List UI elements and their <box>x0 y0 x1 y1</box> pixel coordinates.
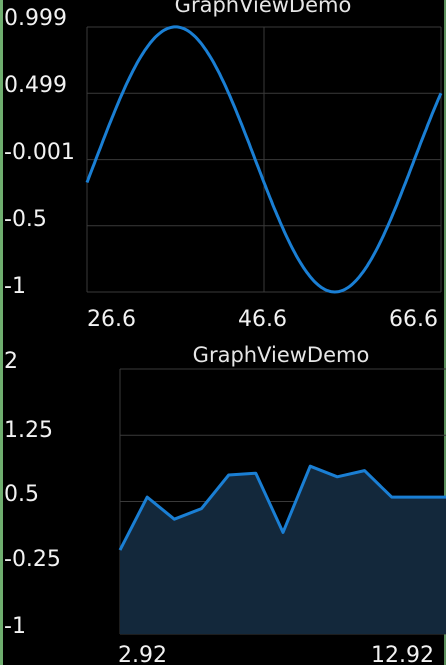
series-area <box>120 466 446 634</box>
x-label: 46.6 <box>238 307 287 332</box>
series-line <box>118 464 446 551</box>
y-label: -1 <box>4 614 26 639</box>
y-label: -0.001 <box>4 140 75 165</box>
area-graph-plot[interactable] <box>0 340 446 665</box>
x-label: 26.6 <box>87 307 136 332</box>
right-edge <box>444 0 446 665</box>
x-label: 2.92 <box>118 643 167 665</box>
x-label: 12.92 <box>371 643 434 665</box>
graph-title: GraphViewDemo <box>174 0 352 17</box>
graph-title: GraphViewDemo <box>192 343 370 367</box>
y-label: -0.5 <box>4 207 47 232</box>
left-edge <box>0 0 3 665</box>
y-label: 2 <box>4 349 18 374</box>
line-graph-view[interactable]: GraphViewDemo 0.999 0.499 -0.001 -0.5 -1… <box>0 0 446 340</box>
y-label: 1.25 <box>4 418 53 443</box>
y-label: 0.999 <box>4 6 67 31</box>
y-label: -1 <box>4 274 26 299</box>
line-graph-plot[interactable] <box>0 0 446 340</box>
area-graph-view[interactable]: GraphViewDemo 2 1.25 0.5 -0.25 -1 2.92 1… <box>0 340 446 665</box>
x-label: 66.6 <box>389 307 438 332</box>
y-label: -0.25 <box>4 547 61 572</box>
y-label: 0.5 <box>4 482 39 507</box>
series-line <box>85 25 443 294</box>
y-label: 0.499 <box>4 73 67 98</box>
